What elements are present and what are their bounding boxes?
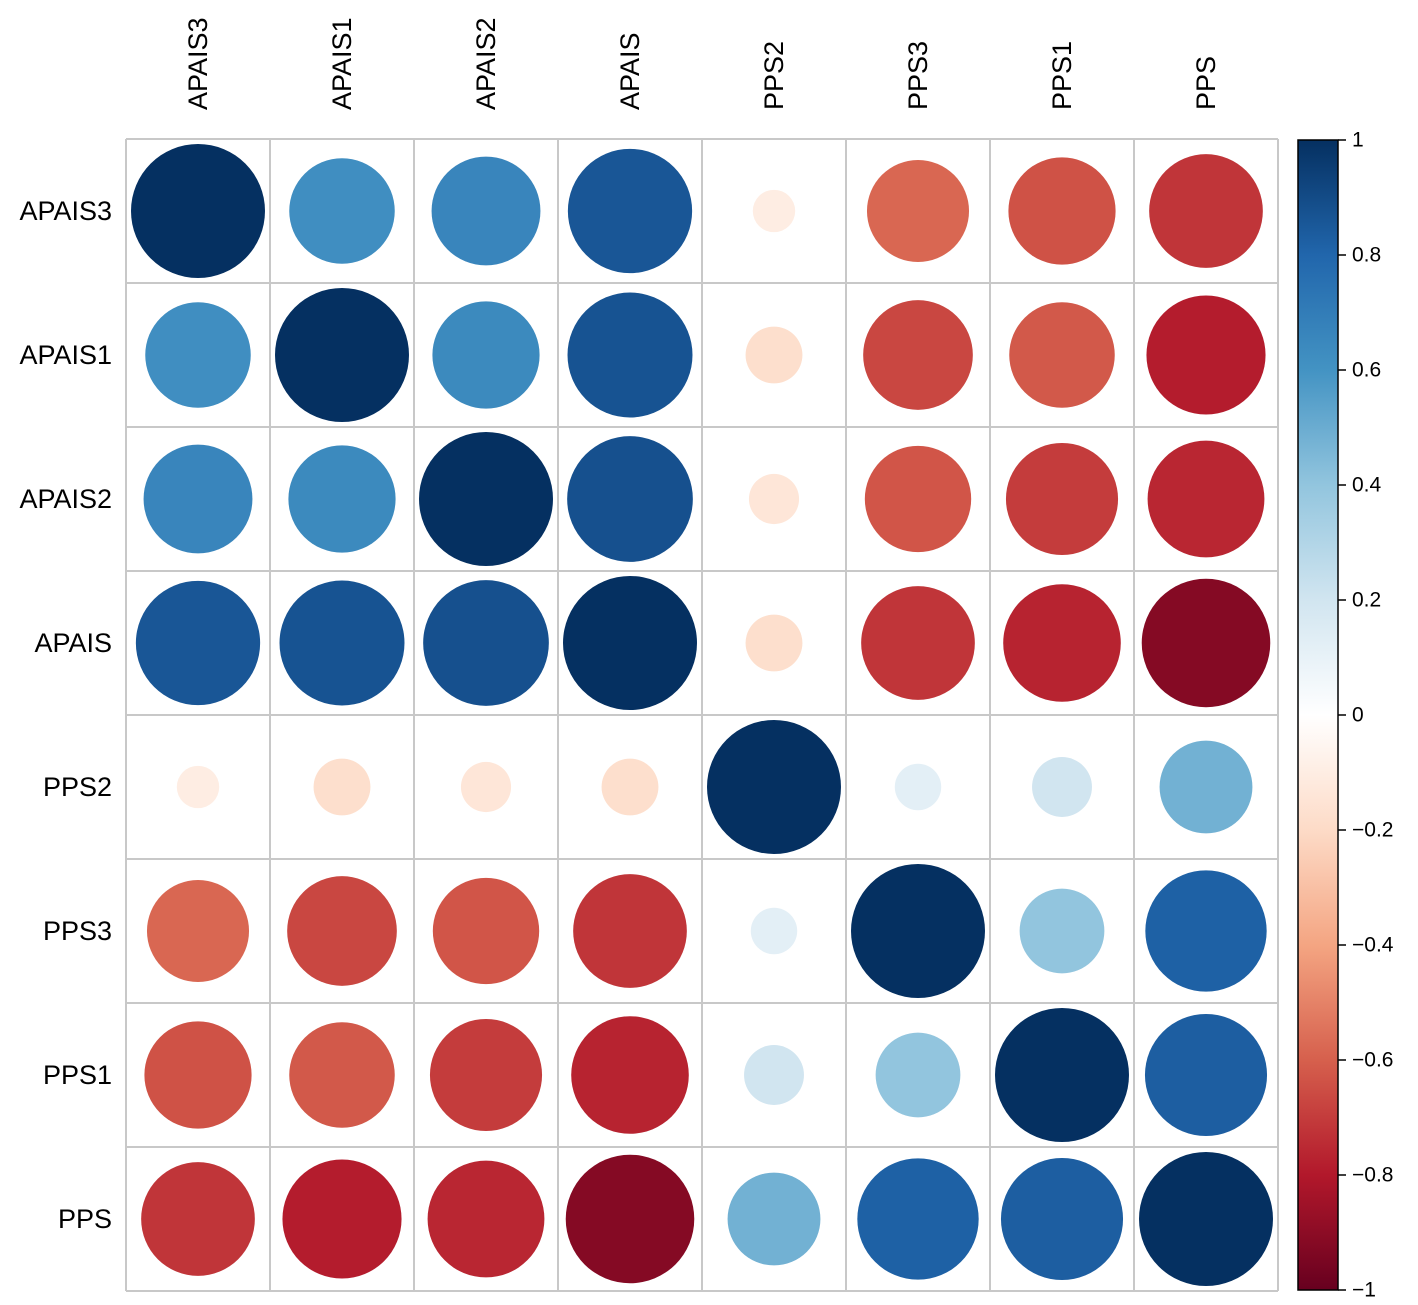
colorbar-tick-label: 0.8 [1352,244,1381,267]
row-label-pps1: PPS1 [43,1060,112,1090]
row-label-pps: PPS [58,1204,112,1234]
corr-circle-apais2-pps3 [864,445,972,553]
colorbar-tick-label: −0.6 [1352,1049,1393,1072]
corr-circle-apais1-pps [1146,295,1266,415]
corr-circle-pps-apais1 [282,1159,402,1279]
corr-circle-apais-apais1 [279,580,405,706]
corr-circle-apais1-apais1 [275,288,409,422]
grid [125,138,1279,1292]
corr-circle-apais3-pps [1149,154,1263,268]
row-label-apais3: APAIS3 [19,196,112,226]
corr-circle-apais3-pps3 [866,159,970,263]
corr-circle-pps1-apais3 [144,1021,252,1129]
col-label-pps3: PPS3 [903,41,933,110]
corr-circle-pps2-pps2 [707,720,841,854]
corr-circle-apais2-apais [567,436,693,562]
corr-circle-pps2-pps3 [894,763,942,811]
corr-circle-pps-pps1 [1000,1157,1124,1281]
corr-circle-pps3-apais [573,874,687,988]
corr-circle-apais-pps3 [861,586,975,700]
corr-circle-pps-pps2 [727,1172,821,1266]
row-label-pps3: PPS3 [43,916,112,946]
corr-circle-apais1-pps1 [1009,302,1115,408]
corr-circle-pps1-pps1 [995,1008,1129,1142]
colorbar-tick-label: 0.4 [1352,474,1382,497]
corr-circle-pps2-pps [1159,740,1253,834]
corr-circle-apais1-apais3 [145,302,251,408]
corr-circle-pps1-apais1 [289,1022,395,1128]
corr-circle-apais3-pps2 [752,189,796,233]
col-label-apais2: APAIS2 [471,17,501,110]
corr-circle-apais2-apais2 [419,432,553,566]
corr-circle-pps-apais3 [141,1162,255,1276]
corr-circle-pps3-pps2 [750,907,798,955]
corr-circle-pps2-pps1 [1032,757,1092,817]
corr-circle-apais-pps [1141,578,1271,708]
colorbar-tick-label: 0.2 [1352,589,1381,612]
col-label-pps1: PPS1 [1047,41,1077,110]
corr-circle-apais-pps1 [1003,584,1121,702]
corr-circle-pps2-apais1 [313,758,371,816]
corr-circle-apais2-pps1 [1005,442,1119,556]
axis-labels: APAIS3 APAIS3 APAIS1 APAIS1 APAIS2 APAIS2 APAI… [19,17,1221,1234]
corr-circle-pps2-apais2 [460,761,512,813]
colorbar-tick-label: 0.6 [1352,359,1381,382]
colorbar: 1 0.8 0.6 0.4 0.2 0 −0.2 −0.4 −0.6 −0.8 −1 [1297,129,1394,1302]
colorbar-tick-label: 1 [1352,129,1364,152]
corr-circle-apais-pps2 [745,614,803,672]
corr-circle-apais3-pps1 [1008,157,1116,265]
corr-circle-apais1-apais2 [432,301,540,409]
correlation-circles [131,144,1273,1286]
corr-circle-pps2-apais3 [176,765,220,809]
corr-circle-apais1-apais [567,292,693,418]
corr-circle-pps3-pps1 [1019,888,1105,974]
corr-circle-apais1-pps3 [863,300,973,410]
corr-circle-pps3-apais1 [287,876,397,986]
colorbar-tick-label: −0.4 [1352,934,1394,957]
colorbar-gradient [1297,139,1339,1291]
colorbar-tick-label: 0 [1352,704,1364,727]
col-label-apais3: APAIS3 [183,17,213,110]
corr-circle-pps3-apais2 [432,877,540,985]
corr-circle-pps2-apais [601,758,659,816]
corr-circle-pps1-pps [1144,1013,1268,1137]
corr-circle-pps1-apais [571,1016,689,1134]
row-label-apais: APAIS [34,628,112,658]
corr-circle-pps-pps [1139,1152,1273,1286]
corr-circle-pps1-pps3 [875,1032,961,1118]
colorbar-tick-label: −0.8 [1352,1164,1393,1187]
corr-circle-apais-apais3 [135,580,261,706]
corr-circle-apais1-pps2 [745,326,803,384]
col-label-pps2: PPS2 [759,41,789,110]
corr-circle-apais3-apais1 [289,158,395,264]
col-label-pps: PPS [1191,56,1221,110]
col-label-apais: APAIS [615,32,645,110]
corr-circle-pps3-pps3 [851,864,985,998]
col-label-apais1: APAIS1 [327,17,357,110]
corr-circle-apais3-apais [567,148,693,274]
corr-circle-apais2-apais3 [143,444,253,554]
corr-circle-apais3-apais3 [131,144,265,278]
corr-circle-apais2-apais1 [288,445,396,553]
colorbar-tick-label: −0.2 [1352,819,1393,842]
corr-circle-pps1-apais2 [429,1018,543,1132]
corr-circle-pps3-pps [1145,870,1267,992]
corr-circle-pps3-apais3 [146,879,250,983]
corr-circle-apais-apais2 [423,580,549,706]
corr-circle-pps1-pps2 [744,1045,804,1105]
row-label-apais2: APAIS2 [19,484,112,514]
row-label-pps2: PPS2 [43,772,112,802]
colorbar-tick-label: −1 [1352,1279,1376,1302]
corr-circle-pps-apais [565,1154,695,1284]
corr-circle-apais3-apais2 [431,156,541,266]
corr-circle-pps-apais2 [427,1160,545,1278]
corr-circle-apais-apais [563,576,697,710]
corr-circle-apais2-pps2 [748,473,800,525]
corr-circle-pps-pps3 [857,1158,979,1280]
corr-circle-apais2-pps [1147,440,1265,558]
row-label-apais1: APAIS1 [19,340,112,370]
